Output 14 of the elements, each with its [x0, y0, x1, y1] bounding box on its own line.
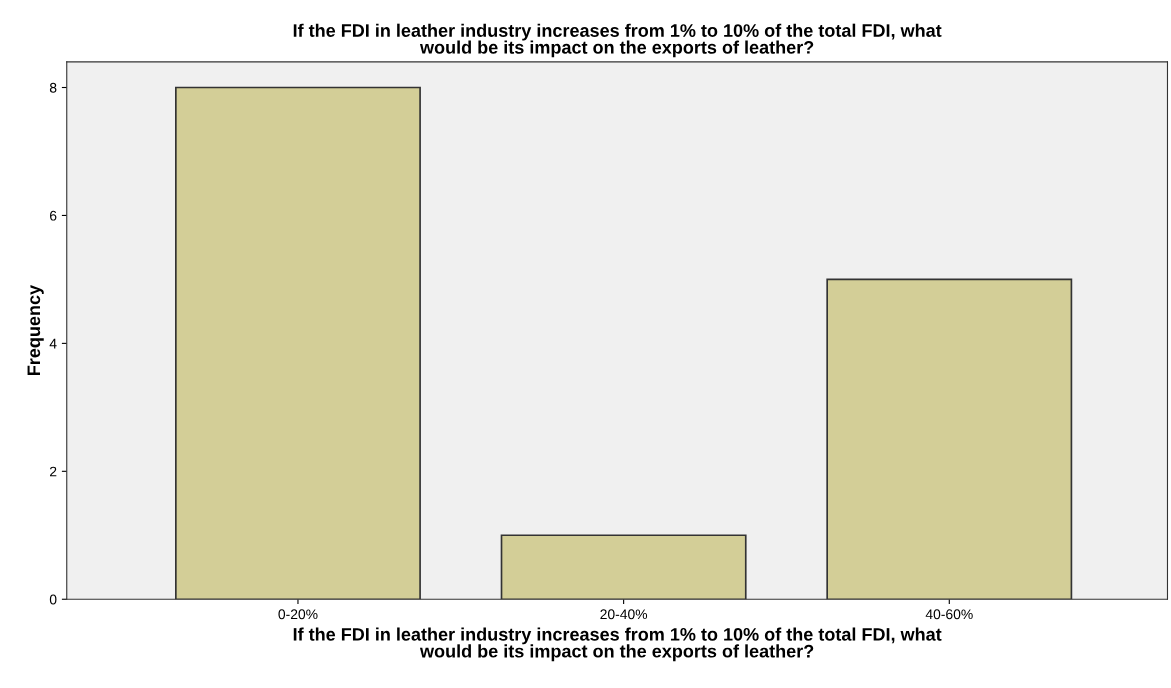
- x-tick-label: 40-60%: [925, 609, 973, 620]
- bar: [500, 534, 747, 600]
- y-tick-label: 2: [50, 466, 57, 477]
- chart-title: If the FDI in leather industry increases from 1% to 10% of the total FDI, what would be its impact on the exports of leather?: [293, 23, 942, 58]
- y-tick-label: 6: [50, 210, 57, 221]
- x-tick-label: 20-40%: [600, 609, 648, 620]
- y-tick-label: 4: [49, 338, 57, 349]
- x-axis-title: If the FDI in leather industry increases from 1% to 10% of the total FDI, what would be its impact on the exports of leather?: [293, 627, 942, 662]
- x-tick-label: 0-20%: [278, 609, 318, 620]
- bar: [175, 86, 421, 600]
- y-tick-label: 0: [49, 594, 57, 605]
- y-tick-label: 8: [49, 82, 57, 93]
- y-axis-title: Frequency: [27, 285, 44, 376]
- bar: [826, 278, 1073, 600]
